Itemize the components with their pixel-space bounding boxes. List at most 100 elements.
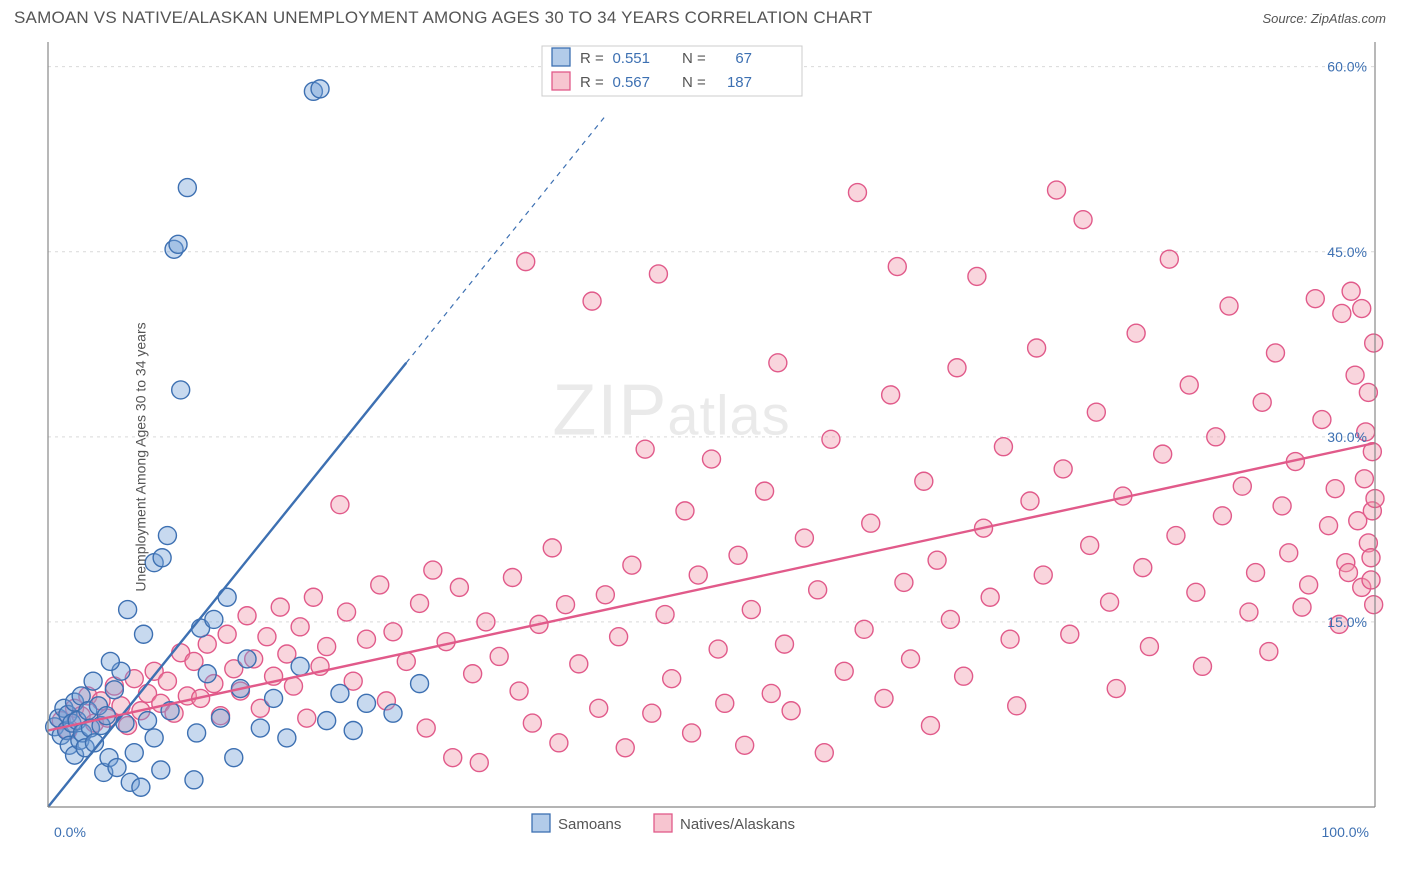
scatter-point [1266,344,1284,362]
scatter-point [941,610,959,628]
scatter-point [1320,517,1338,535]
scatter-point [683,724,701,742]
scatter-point [596,586,614,604]
x-tick-label: 100.0% [1322,824,1369,840]
scatter-point [756,482,774,500]
scatter-point [570,655,588,673]
scatter-point [656,606,674,624]
scatter-point [689,566,707,584]
scatter-point [1054,460,1072,478]
scatter-point [198,665,216,683]
scatter-point [636,440,654,458]
scatter-point [119,601,137,619]
scatter-point [331,496,349,514]
scatter-point [716,694,734,712]
scatter-point [357,694,375,712]
scatter-point [1339,564,1357,582]
scatter-point [994,438,1012,456]
scatter-point [769,354,787,372]
scatter-point [848,184,866,202]
scatter-point [464,665,482,683]
scatter-chart-svg: ZIPatlas15.0%30.0%45.0%60.0%0.0%100.0%R … [0,32,1406,882]
scatter-point [928,551,946,569]
legend-n-value: 187 [727,74,752,91]
scatter-point [1021,492,1039,510]
scatter-point [424,561,442,579]
scatter-point [543,539,561,557]
scatter-point [610,628,628,646]
legend-swatch [654,814,672,832]
scatter-point [212,709,230,727]
scatter-point [258,628,276,646]
x-tick-label: 0.0% [54,824,86,840]
scatter-point [503,569,521,587]
scatter-point [762,684,780,702]
scatter-point [1180,376,1198,394]
scatter-point [116,714,134,732]
scatter-point [815,744,833,762]
scatter-point [1087,403,1105,421]
scatter-point [736,736,754,754]
scatter-point [981,588,999,606]
scatter-point [304,588,322,606]
scatter-point [1355,470,1373,488]
scatter-point [384,623,402,641]
scatter-point [251,719,269,737]
scatter-point [225,749,243,767]
scatter-point [205,610,223,628]
scatter-point [338,603,356,621]
scatter-point [616,739,634,757]
scatter-point [835,662,853,680]
legend-n-value: 67 [735,50,752,67]
scatter-point [729,546,747,564]
scatter-point [649,265,667,283]
scatter-point [1362,571,1380,589]
scatter-point [1028,339,1046,357]
scatter-point [643,704,661,722]
trend-line [48,363,406,807]
scatter-point [318,638,336,656]
scatter-point [1353,300,1371,318]
scatter-point [132,778,150,796]
scatter-point [862,514,880,532]
source-attribution: Source: ZipAtlas.com [1262,11,1386,26]
legend-stat-label: N = [682,74,706,91]
scatter-point [517,253,535,271]
scatter-point [417,719,435,737]
y-tick-label: 60.0% [1327,59,1367,75]
scatter-point [411,675,429,693]
scatter-point [955,667,973,685]
scatter-point [450,578,468,596]
scatter-point [477,613,495,631]
scatter-point [444,749,462,767]
scatter-point [278,729,296,747]
legend-stat-label: R = [580,50,604,67]
scatter-point [510,682,528,700]
scatter-point [523,714,541,732]
scatter-point [1260,643,1278,661]
legend-series-label: Natives/Alaskans [680,816,795,833]
scatter-point [1187,583,1205,601]
scatter-point [709,640,727,658]
scatter-point [158,527,176,545]
scatter-point [135,625,153,643]
trend-line-extrapolated [406,116,605,363]
scatter-point [331,684,349,702]
scatter-point [1193,657,1211,675]
scatter-point [371,576,389,594]
legend-swatch [532,814,550,832]
scatter-point [178,179,196,197]
scatter-point [623,556,641,574]
scatter-point [105,681,123,699]
scatter-point [782,702,800,720]
scatter-point [291,618,309,636]
scatter-point [590,699,608,717]
scatter-point [172,381,190,399]
scatter-point [550,734,568,752]
scatter-point [1127,324,1145,342]
legend-swatch [552,48,570,66]
scatter-point [1081,536,1099,554]
scatter-point [809,581,827,599]
scatter-point [1326,480,1344,498]
scatter-point [344,722,362,740]
